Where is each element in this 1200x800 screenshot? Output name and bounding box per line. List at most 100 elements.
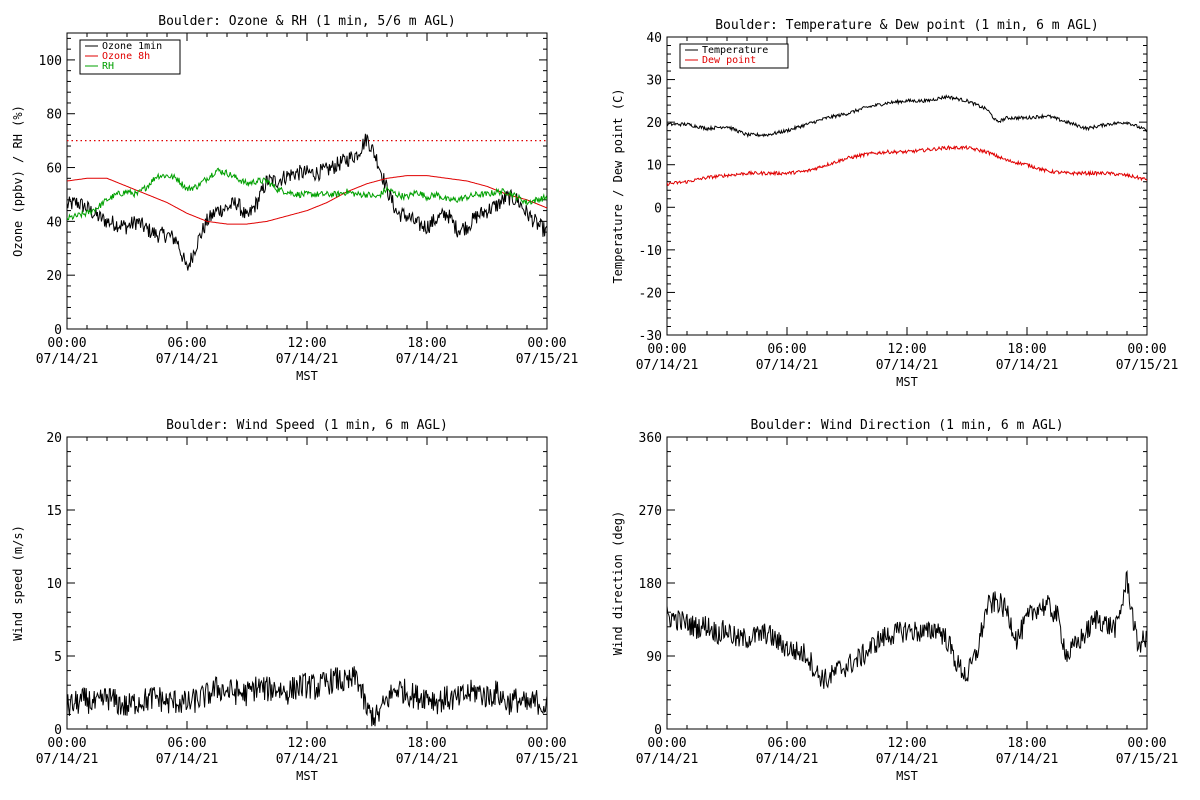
wind-direction-xtick-time-label: 00:00 (1127, 736, 1166, 751)
ozone-rh-xtick-date-label: 07/14/21 (396, 352, 459, 367)
wind-speed-series-0-line (67, 666, 547, 727)
wind-speed-xtick-time-label: 18:00 (407, 736, 446, 751)
temperature-dewpoint-xtick-time-label: 18:00 (1007, 342, 1046, 357)
wind-direction-xtick-time-label: 06:00 (767, 736, 806, 751)
ozone-rh-ozone-1min-line (67, 133, 547, 271)
wind-speed-xtick-date-label: 07/14/21 (396, 752, 459, 767)
temperature-dewpoint-temperature-line (667, 94, 1147, 138)
ozone-rh-xtick-time-label: 06:00 (167, 336, 206, 351)
temperature-dewpoint-ytick-label: 30 (646, 74, 662, 89)
ozone-rh-legend-entry: Ozone 8h (102, 51, 150, 62)
temperature-dewpoint-ytick-label: 10 (646, 159, 662, 174)
ozone-rh-ytick-label: 100 (39, 54, 62, 69)
wind-direction-plot-frame (666, 436, 1148, 730)
temperature-dewpoint-legend-entry: Temperature (702, 45, 768, 56)
wind-speed-ytick-label: 20 (46, 431, 62, 446)
ozone-rh-xtick-time-label: 18:00 (407, 336, 446, 351)
ozone-rh-xtick-date-label: 07/14/21 (36, 352, 99, 367)
wind-direction-plot-area (667, 570, 1147, 689)
ozone-rh-ytick-label: 40 (46, 215, 62, 230)
ozone-rh-legend-box (79, 39, 181, 75)
ozone-rh-ytick-label: 60 (46, 162, 62, 177)
temperature-dewpoint-xtick-time-label: 12:00 (887, 342, 926, 357)
temperature-dewpoint-xtick-time-label: 06:00 (767, 342, 806, 357)
wind-speed-xtick-time-label: 00:00 (527, 736, 566, 751)
ozone-rh-xtick-date-label: 07/14/21 (156, 352, 219, 367)
ozone-rh-xtick-time-label: 00:00 (47, 336, 86, 351)
wind-direction-xtick-time-label: 00:00 (647, 736, 686, 751)
temperature-dewpoint-chart: Boulder: Temperature & Dew point (1 min,… (611, 18, 1178, 389)
ozone-rh-chart: Boulder: Ozone & RH (1 min, 5/6 m AGL) 0 2… (11, 14, 578, 383)
wind-direction-ytick-label: 90 (646, 650, 662, 665)
wind-direction-series-0-line (667, 570, 1147, 689)
wind-speed-xtick-time-label: 06:00 (167, 736, 206, 751)
wind-direction-yaxis-label: Wind direction (deg) (611, 511, 625, 656)
ozone-rh-xtick-time-label: 12:00 (287, 336, 326, 351)
ozone-rh-ytick-label: 20 (46, 269, 62, 284)
temperature-dewpoint-legend-entry: Dew point (702, 55, 756, 66)
temperature-dewpoint-ytick-label: 40 (646, 31, 662, 46)
temperature-dewpoint-xtick-date-label: 07/14/21 (876, 358, 939, 373)
wind-direction-xtick-time-label: 12:00 (887, 736, 926, 751)
wind-speed-xtick-date-label: 07/14/21 (36, 752, 99, 767)
wind-speed-xtick-date-label: 07/14/21 (276, 752, 339, 767)
wind-direction-chart-title: Boulder: Wind Direction (1 min, 6 m AGL) (750, 418, 1063, 433)
wind-direction-xtick-date-label: 07/15/21 (1116, 752, 1179, 767)
ozone-rh-chart-title: Boulder: Ozone & RH (1 min, 5/6 m AGL) (158, 14, 455, 29)
ozone-rh-ytick-label: 80 (46, 108, 62, 123)
ozone-rh-ytick-label: 0 (54, 323, 62, 338)
wind-speed-ytick-label: 10 (46, 577, 62, 592)
wind-direction-chart: Boulder: Wind Direction (1 min, 6 m AGL)… (611, 418, 1178, 783)
temperature-dewpoint-ytick-label: -10 (639, 244, 662, 259)
ozone-rh-xtick-date-label: 07/15/21 (516, 352, 579, 367)
ozone-rh-legend-entry: RH (102, 61, 114, 72)
temperature-dewpoint-dew-point-line (667, 144, 1147, 187)
wind-direction-xtick-date-label: 07/14/21 (876, 752, 939, 767)
wind-direction-xtick-time-label: 18:00 (1007, 736, 1046, 751)
wind-direction-ytick-label: 360 (639, 431, 662, 446)
temperature-dewpoint-xtick-date-label: 07/14/21 (996, 358, 1059, 373)
ozone-rh-plot-frame (66, 32, 548, 330)
ozone-rh-rh-line (67, 167, 547, 221)
wind-speed-plot-frame (66, 436, 548, 730)
wind-direction-ytick-label: 0 (654, 723, 662, 738)
ozone-rh-xtick-time-label: 00:00 (527, 336, 566, 351)
ozone-rh-legend-entry: Ozone 1min (102, 41, 162, 52)
wind-direction-xaxis-label: MST (896, 769, 918, 783)
wind-speed-chart: Boulder: Wind Speed (1 min, 6 m AGL) 0 5 10… (11, 418, 578, 783)
wind-speed-yaxis-label: Wind speed (m/s) (11, 525, 25, 641)
wind-direction-xtick-date-label: 07/14/21 (996, 752, 1059, 767)
ozone-rh-xtick-date-label: 07/14/21 (276, 352, 339, 367)
wind-speed-chart-title: Boulder: Wind Speed (1 min, 6 m AGL) (166, 418, 448, 433)
temperature-dewpoint-ytick-label: -30 (639, 329, 662, 344)
wind-speed-xtick-time-label: 12:00 (287, 736, 326, 751)
temperature-dewpoint-ytick-label: -20 (639, 286, 662, 301)
temperature-dewpoint-yaxis-label: Temperature / Dew point (C) (611, 88, 625, 283)
temperature-dewpoint-xtick-date-label: 07/14/21 (756, 358, 819, 373)
wind-direction-xtick-date-label: 07/14/21 (636, 752, 699, 767)
wind-speed-xaxis-label: MST (296, 769, 318, 783)
wind-speed-ytick-label: 5 (54, 650, 62, 665)
temperature-dewpoint-xtick-date-label: 07/15/21 (1116, 358, 1179, 373)
wind-direction-ytick-label: 180 (639, 577, 662, 592)
temperature-dewpoint-ytick-label: 20 (646, 116, 662, 131)
wind-direction-ytick-label: 270 (639, 504, 662, 519)
wind-speed-ytick-label: 15 (46, 504, 62, 519)
temperature-dewpoint-plot-area (667, 94, 1147, 187)
wind-direction-xtick-date-label: 07/14/21 (756, 752, 819, 767)
ozone-rh-plot-area (67, 133, 547, 271)
ozone-rh-xaxis-label: MST (296, 369, 318, 383)
wind-speed-xtick-date-label: 07/15/21 (516, 752, 579, 767)
wind-speed-xtick-time-label: 00:00 (47, 736, 86, 751)
wind-speed-xtick-date-label: 07/14/21 (156, 752, 219, 767)
temperature-dewpoint-xtick-time-label: 00:00 (1127, 342, 1166, 357)
temperature-dewpoint-ytick-label: 0 (654, 201, 662, 216)
temperature-dewpoint-xaxis-label: MST (896, 375, 918, 389)
temperature-dewpoint-legend-box (679, 43, 789, 69)
wind-speed-ytick-label: 0 (54, 723, 62, 738)
temperature-dewpoint-chart-title: Boulder: Temperature & Dew point (1 min,… (715, 18, 1099, 33)
ozone-rh-yaxis-label: Ozone (ppbv) / RH (%) (11, 105, 25, 257)
temperature-dewpoint-xtick-time-label: 00:00 (647, 342, 686, 357)
temperature-dewpoint-plot-frame (666, 36, 1148, 336)
